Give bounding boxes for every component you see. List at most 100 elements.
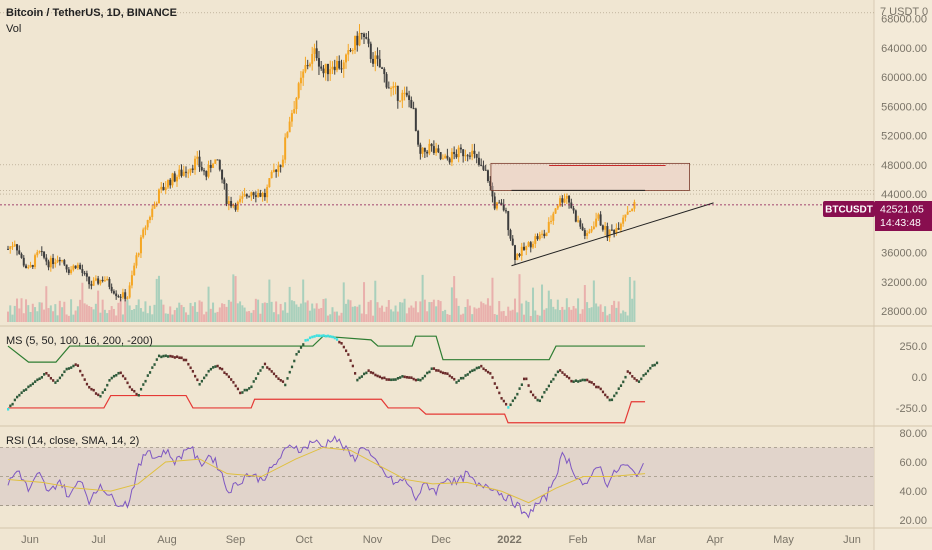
volume-bar [372, 315, 375, 322]
volume-bar [601, 311, 604, 322]
candle-body [633, 201, 636, 209]
candle-body [410, 99, 413, 109]
volume-legend[interactable]: Vol [6, 23, 21, 35]
volume-bar [477, 307, 480, 322]
ms-oscillator-mark [139, 387, 143, 391]
candle-body [480, 164, 483, 166]
ms-oscillator-mark [419, 378, 422, 382]
candle-body [347, 50, 350, 55]
candle-body [99, 279, 102, 284]
candle-body [155, 203, 158, 205]
volume-bar [40, 302, 43, 322]
ms-oscillator-mark [18, 393, 21, 397]
candle-body [619, 223, 622, 230]
volume-bar [559, 310, 562, 322]
candle-body [588, 231, 591, 234]
candle-body [286, 132, 289, 138]
volume-bar [22, 313, 25, 322]
volume-bar [394, 305, 397, 322]
price-badge[interactable]: BTCUSDT 42521.05 14:43:48 [823, 201, 932, 231]
candle-body [504, 210, 507, 212]
ms-oscillator-mark [297, 350, 300, 353]
volume-bar [56, 315, 59, 322]
price-tick-label: 68000.00 [881, 14, 927, 26]
candle-body [385, 74, 388, 88]
candle-body [94, 278, 97, 281]
volume-bar [511, 309, 514, 322]
candle-body [320, 66, 323, 69]
candle-body [399, 100, 402, 102]
ms-oscillator-mark [372, 371, 375, 375]
candle-body [178, 169, 181, 177]
candle-body [236, 201, 239, 210]
volume-bar [437, 299, 440, 322]
volume-bar [254, 298, 257, 322]
ms-oscillator-mark [232, 380, 235, 384]
ms-oscillator-mark [592, 383, 596, 386]
ms-oscillator-mark [49, 376, 53, 380]
candle-body [617, 227, 620, 230]
ms-oscillator-mark [27, 385, 30, 389]
volume-bar [171, 314, 174, 322]
ms-oscillator-mark [360, 375, 363, 378]
ms-oscillator-mark [651, 364, 654, 367]
time-tick-label: Apr [706, 534, 723, 546]
candle-body [65, 264, 68, 270]
chart-title[interactable]: Bitcoin / TetherUS, 1D, BINANCE [6, 7, 177, 19]
candle-body [570, 202, 573, 209]
candle-body [525, 246, 528, 250]
ms-tick-labels: 250.0 0.0 -250.0 [896, 341, 927, 415]
ms-oscillator-mark [79, 369, 82, 373]
ms-oscillator-mark [468, 370, 472, 374]
time-axis[interactable]: Jun Jul Aug Sep Oct Nov Dec 2022 Feb Mar Apr May Jun [21, 534, 861, 546]
candle-body [417, 130, 420, 145]
ms-legend[interactable]: MS (5, 50, 100, 16, 200, -200) [6, 335, 153, 347]
ms-oscillator-mark [263, 362, 267, 366]
candle-body [153, 204, 156, 209]
ms-oscillator-mark [633, 377, 636, 380]
volume-bar [126, 299, 129, 322]
candle-body [225, 183, 228, 205]
volume-bar [624, 311, 627, 322]
candle-body [76, 264, 79, 269]
candle-body [257, 192, 260, 197]
ms-oscillator-mark [144, 379, 147, 383]
candle-body [502, 204, 505, 211]
candle-body [435, 148, 438, 153]
candle-body [277, 165, 280, 172]
candle-body [538, 234, 541, 240]
candle-body [16, 244, 19, 251]
volume-bar [405, 313, 408, 322]
volume-bar [85, 304, 88, 322]
candle-body [628, 211, 631, 213]
volume-bar [101, 299, 104, 322]
ms-oscillator-mark [9, 404, 12, 408]
candle-body [459, 147, 462, 150]
ms-oscillator-mark [250, 385, 253, 389]
candle-body [608, 229, 611, 238]
candle-body [293, 109, 296, 114]
ms-oscillator-mark [464, 374, 467, 377]
volume-bar [532, 287, 535, 322]
price-axis[interactable] [874, 0, 932, 550]
ms-oscillator-mark [243, 388, 246, 392]
candle-body [90, 284, 93, 286]
volume-bar [432, 299, 435, 322]
candle-body [324, 63, 327, 74]
volume-bar [299, 303, 302, 322]
candle-body [216, 159, 219, 161]
volume-bar [509, 310, 512, 322]
volume-bar [284, 302, 287, 322]
ms-oscillator-mark [354, 372, 357, 375]
ms-oscillator-mark [516, 392, 519, 396]
volume-bar [401, 302, 404, 322]
candle-body [342, 62, 345, 69]
volume-bar [148, 305, 151, 322]
volume-bar [58, 300, 61, 322]
rsi-legend[interactable]: RSI (14, close, SMA, 14, 2) [6, 435, 139, 447]
candle-body [624, 214, 627, 218]
volume-bar [151, 314, 154, 322]
candle-body [189, 168, 192, 173]
candle-body [45, 257, 48, 262]
